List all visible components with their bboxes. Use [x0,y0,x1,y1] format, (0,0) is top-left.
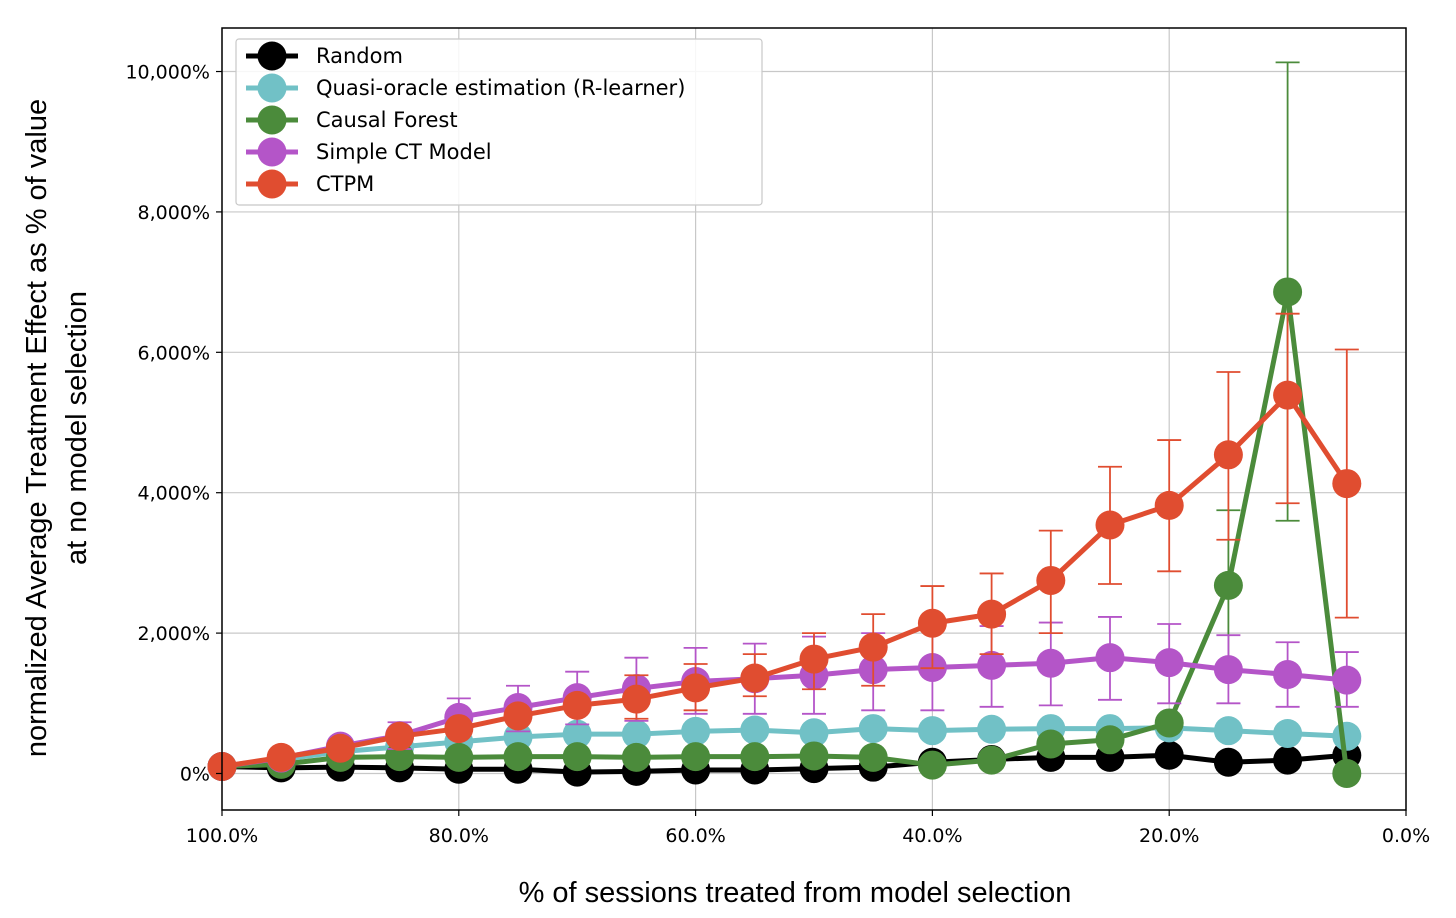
data-point [1332,665,1362,695]
legend-label: CTPM [316,172,374,196]
legend-entry: Quasi-oracle estimation (R-learner) [246,73,685,103]
y-tick-label: 10,000% [125,62,210,84]
data-point [1213,716,1243,746]
data-point [740,742,770,772]
y-axis-label-line1: normalized Average Treatment Effect as %… [21,99,53,757]
x-tick-label: 100.0% [186,825,258,847]
data-point [503,701,533,731]
legend-entry: Causal Forest [246,105,458,135]
data-point [681,716,711,746]
data-point [1213,747,1243,777]
data-point [621,719,651,749]
plot-frame [221,27,1407,811]
x-tick-label: 80.0% [429,825,489,847]
data-point [1332,469,1362,499]
data-point [1213,440,1243,470]
legend-marker [257,169,287,199]
legend-marker [257,137,287,167]
legend-entry: Random [246,41,403,71]
x-tick-label: 20.0% [1139,825,1199,847]
data-point [977,650,1007,680]
data-point [799,718,829,748]
series-causal-forest [207,61,1362,788]
data-point [799,644,829,674]
legend-box [235,38,763,206]
data-point [740,663,770,693]
data-point [1332,721,1362,751]
data-point [1154,490,1184,520]
data-point [977,745,1007,775]
data-point [1095,643,1125,673]
data-point [1273,380,1303,410]
data-point [681,742,711,772]
data-point [562,690,592,720]
data-point [621,684,651,714]
legend-entry: Simple CT Model [246,137,492,167]
axis-ticks: 100.0% 80.0% 60.0% 40.0% 20.0% 0.0% 0% 2,000% 4,… [125,62,1430,847]
y-tick-label: 0% [180,763,210,785]
series-group [207,61,1362,788]
data-point [562,719,592,749]
x-tick-label: 0.0% [1382,825,1430,847]
data-point [1154,648,1184,678]
data-point [1213,655,1243,685]
y-tick-label: 2,000% [138,623,210,645]
data-point [325,733,355,763]
data-point [799,741,829,771]
legend-entry: CTPM [246,169,374,199]
y-tick-label: 6,000% [138,342,210,364]
data-point [621,742,651,772]
legend-marker [257,73,287,103]
data-point [740,715,770,745]
data-point [266,742,296,772]
series-line [221,392,1349,769]
y-tick-label: 4,000% [138,483,210,505]
series-line [221,289,1350,774]
y-tick-label: 8,000% [138,202,210,224]
data-point [503,742,533,772]
data-point [858,742,888,772]
legend: Random Quasi-oracle estimation (R-learner… [235,38,763,206]
legend-label: Random [316,44,403,68]
x-tick-label: 60.0% [665,825,725,847]
data-point [444,714,474,744]
data-point [1273,277,1303,307]
legend-label: Causal Forest [316,108,458,132]
legend-marker [257,41,287,71]
data-point [681,673,711,703]
data-point [1095,510,1125,540]
series-ctpm [207,312,1362,781]
data-point [1154,708,1184,738]
data-point [917,750,947,780]
data-point [444,742,474,772]
data-point [858,714,888,744]
data-point [858,632,888,662]
x-axis-label: % of sessions treated from model selecti… [519,877,1072,909]
data-point [1213,570,1243,600]
data-point [1154,740,1184,770]
data-point [1273,660,1303,690]
data-point [917,608,947,638]
legend-label: Simple CT Model [316,140,492,164]
data-point [1036,729,1066,759]
data-point [1332,758,1362,788]
y-axis-label-line2: at no model selection [61,291,93,565]
data-point [385,721,415,751]
x-tick-label: 40.0% [902,825,962,847]
data-point [977,714,1007,744]
data-point [1273,745,1303,775]
data-point [1036,565,1066,595]
data-point [1095,725,1125,755]
legend-marker [257,105,287,135]
data-point [917,716,947,746]
data-point [1036,648,1066,678]
data-point [977,599,1007,629]
legend-label: Quasi-oracle estimation (R-learner) [316,76,685,100]
data-point [562,742,592,772]
data-point [1273,718,1303,748]
